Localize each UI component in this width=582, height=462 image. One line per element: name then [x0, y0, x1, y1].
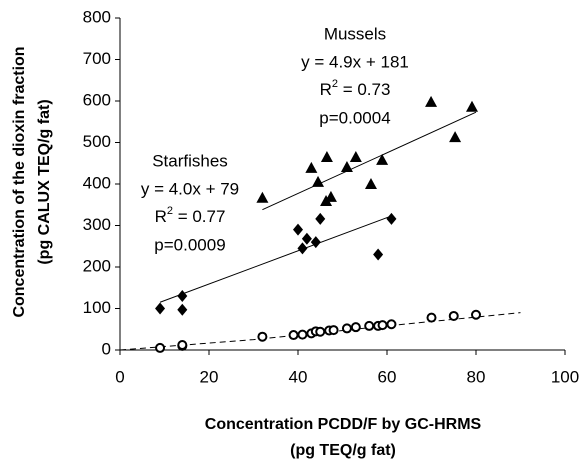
data-point — [301, 232, 312, 245]
data-point — [448, 310, 459, 321]
data-point — [328, 325, 339, 336]
data-point — [256, 191, 269, 203]
y-tick-label: 300 — [83, 215, 111, 234]
annotation-part: = 0.77 — [173, 207, 225, 226]
data-point — [465, 100, 478, 112]
x-tick-label: 80 — [467, 367, 486, 386]
x-tick-label: 20 — [200, 367, 219, 386]
annotation-part: = 0.73 — [338, 80, 390, 99]
data-point — [471, 309, 481, 320]
data-point — [315, 212, 326, 225]
data-point — [364, 178, 377, 189]
y-tick-label: 600 — [83, 90, 111, 109]
x-tick-label: 100 — [551, 367, 579, 386]
data-point — [293, 223, 303, 236]
data-point — [373, 248, 384, 261]
annotation: Mussels — [324, 24, 386, 43]
y-tick-label: 700 — [83, 49, 111, 68]
annotation: y = 4.0x + 79 — [141, 179, 239, 198]
data-point — [324, 190, 337, 202]
data-point — [349, 151, 362, 163]
x-tick-label: 60 — [378, 367, 397, 386]
data-point — [257, 331, 268, 342]
y-tick-label: 500 — [83, 132, 111, 151]
data-point — [386, 319, 397, 330]
y-tick-label: 800 — [83, 7, 111, 26]
annotation: p=0.0009 — [154, 235, 225, 254]
annotation-part: R — [155, 207, 167, 226]
annotation-sup: 2 — [167, 205, 173, 217]
annotation-sup: 2 — [332, 78, 338, 90]
x-tick-label: 40 — [289, 367, 308, 386]
data-point — [305, 161, 318, 173]
data-point — [364, 320, 375, 331]
data-point — [297, 242, 308, 255]
y-tick-label: 100 — [83, 298, 111, 317]
x-axis-title: Concentration PCDD/F by GC-HRMS — [205, 416, 482, 433]
y-tick-label: 400 — [83, 173, 111, 192]
y-tick-label: 0 — [102, 339, 111, 358]
annotation: y = 4.9x + 181 — [301, 52, 409, 71]
data-point — [377, 320, 388, 331]
annotation-part: R — [320, 80, 332, 99]
data-point — [425, 95, 438, 107]
y-axis-title: (pg CALUX TEQ/g fat) — [36, 99, 53, 264]
trend-line — [262, 111, 477, 211]
data-point — [376, 153, 389, 165]
data-point — [310, 236, 321, 249]
data-point — [155, 302, 166, 315]
data-point — [341, 323, 352, 334]
y-tick-label: 200 — [83, 256, 111, 275]
trend-line — [159, 215, 392, 303]
annotation: p=0.0004 — [319, 108, 390, 127]
data-point — [177, 340, 188, 351]
annotation: Starfishes — [152, 151, 228, 170]
annotation: R2 = 0.73 — [320, 78, 391, 100]
y-axis-title: Concentration of the dioxin fraction — [11, 46, 28, 317]
data-point — [340, 160, 353, 172]
x-axis-title: (pg TEQ/g fat) — [290, 442, 396, 459]
annotation: R2 = 0.77 — [155, 205, 226, 227]
data-point — [177, 303, 188, 316]
data-point — [288, 330, 299, 341]
data-point — [386, 212, 397, 225]
data-point — [155, 342, 166, 353]
data-point — [312, 175, 325, 187]
data-point — [320, 151, 333, 163]
data-point — [350, 322, 361, 333]
data-point — [177, 290, 188, 303]
data-point — [297, 329, 308, 340]
data-point — [426, 312, 437, 323]
data-point — [315, 326, 326, 337]
x-tick-label: 0 — [115, 367, 124, 386]
data-point — [449, 131, 462, 143]
